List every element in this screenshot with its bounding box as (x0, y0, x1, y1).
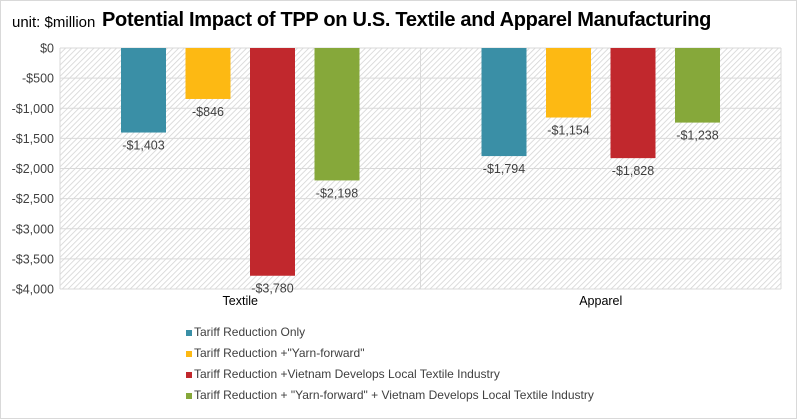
chart-title: Potential Impact of TPP on U.S. Textile … (102, 9, 712, 31)
data-label: -$1,154 (547, 124, 589, 138)
legend-swatch-icon (186, 329, 192, 336)
data-label: -$1,238 (676, 129, 718, 143)
bar-textile-series-4 (314, 48, 360, 181)
legend-label: Tariff Reduction Only (194, 325, 306, 339)
legend-item: Tariff Reduction +"Yarn-forward" (186, 343, 594, 364)
data-label: -$1,828 (612, 164, 654, 178)
legend-item: Tariff Reduction + "Yarn-forward" + Viet… (186, 385, 594, 406)
bar-textile-series-3 (250, 48, 295, 276)
data-label: -$846 (192, 105, 224, 119)
x-tick-label: Apparel (579, 294, 622, 308)
legend-swatch-icon (186, 350, 192, 357)
legend: Tariff Reduction Only Tariff Reduction +"… (186, 322, 594, 406)
bar-apparel-series-2 (546, 48, 591, 118)
y-tick-label: -$1,000 (12, 102, 54, 116)
legend-label: Tariff Reduction + "Yarn-forward" + Viet… (194, 388, 594, 402)
data-label: -$2,198 (316, 186, 358, 200)
data-label: -$1,403 (122, 139, 164, 153)
legend-swatch-icon (186, 371, 192, 378)
y-tick-label: -$1,500 (12, 132, 54, 146)
legend-label: Tariff Reduction +Vietnam Develops Local… (194, 367, 500, 381)
bar-textile-series-1 (121, 48, 166, 133)
legend-item: Tariff Reduction Only (186, 322, 594, 343)
legend-item: Tariff Reduction +Vietnam Develops Local… (186, 364, 594, 385)
legend-swatch-icon (186, 392, 192, 399)
y-tick-label: -$2,500 (12, 192, 54, 206)
bar-apparel-series-1 (481, 48, 527, 157)
data-label: -$1,794 (483, 162, 525, 176)
y-tick-label: -$4,000 (12, 283, 54, 297)
y-tick-label: -$3,000 (12, 222, 54, 236)
data-label: -$3,780 (251, 282, 293, 296)
bar-apparel-series-3 (610, 48, 656, 159)
x-tick-label: Textile (223, 294, 258, 308)
bar-apparel-series-4 (675, 48, 720, 123)
unit-label: unit: $million (12, 14, 96, 31)
y-tick-label: -$2,000 (12, 162, 54, 176)
y-tick-label: -$500 (22, 72, 54, 86)
y-tick-label: $0 (40, 42, 54, 56)
y-tick-label: -$3,500 (12, 252, 54, 266)
bar-textile-series-2 (185, 48, 231, 99)
legend-label: Tariff Reduction +"Yarn-forward" (194, 346, 365, 360)
